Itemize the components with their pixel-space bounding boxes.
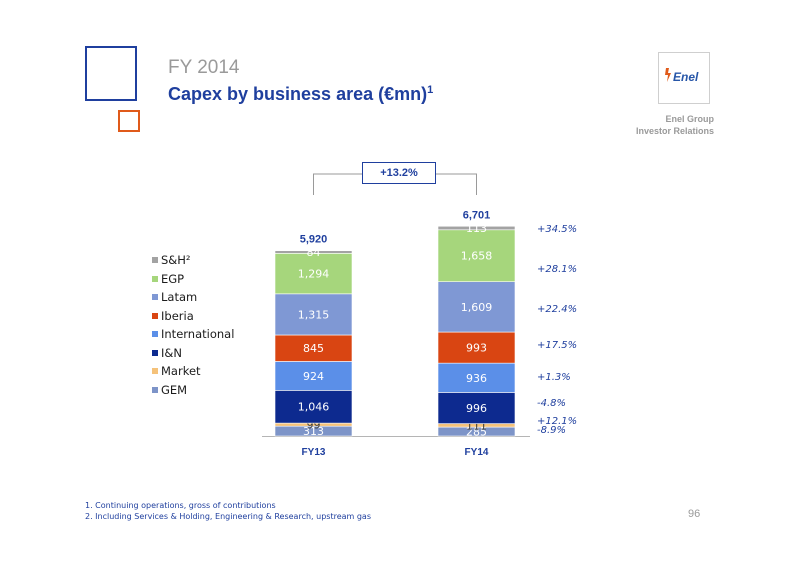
legend-item: S&H²: [152, 251, 234, 270]
legend-swatch: [152, 275, 158, 282]
page-number: 96: [688, 508, 701, 520]
legend-item: GEM: [152, 381, 234, 400]
bar-segment-fy14-5: [437, 281, 516, 333]
slide-supertitle: FY 2014: [168, 57, 240, 78]
legend-item: Market: [152, 362, 234, 381]
decorative-square-blue: [85, 46, 137, 101]
footnote-2: 2. Including Services & Holding, Enginee…: [85, 512, 371, 521]
growth-badge: +13.2%: [362, 162, 436, 184]
legend-swatch: [152, 386, 158, 393]
logo-wordmark: Enel: [673, 70, 699, 84]
legend-label: Market: [161, 364, 201, 379]
bar-value-label: 845: [303, 342, 324, 355]
bar-segment-fy14-3: [437, 362, 516, 393]
x-tick-label: FY13: [302, 447, 326, 458]
bar-segment-fy13-4: [274, 334, 353, 362]
legend-swatch: [152, 257, 158, 264]
change-label-1: +12.1%: [537, 416, 577, 427]
change-label-7: +34.5%: [537, 224, 577, 235]
company-label: Enel Group Investor Relations: [636, 113, 714, 137]
x-tick-label: FY14: [465, 447, 489, 458]
change-label-5: +22.4%: [537, 304, 577, 315]
bar-value-label: 84: [307, 246, 321, 259]
bar-total-label: 5,920: [300, 234, 328, 246]
slide-title-text: Capex by business area (€mn): [168, 84, 428, 104]
legend-label: Iberia: [161, 308, 194, 323]
legend-item: International: [152, 325, 234, 344]
company-department: Investor Relations: [635, 126, 714, 136]
legend-label: Latam: [161, 290, 198, 305]
legend-label: EGP: [161, 271, 185, 286]
bar-segment-fy13-5: [274, 293, 353, 336]
change-label-4: +17.5%: [537, 340, 577, 351]
bar-value-label: 996: [466, 402, 487, 415]
slide-title: Capex by business area (€mn)1: [168, 84, 433, 105]
chart-legend: S&H² EGP Latam Iberia International I&N Market…: [152, 251, 234, 399]
footnotes: 1. Continuing operations, gross of contr…: [85, 500, 371, 522]
bar-segment-fy13-2: [274, 390, 353, 424]
bar-value-label: 1,315: [298, 308, 330, 321]
legend-label: I&N: [161, 345, 182, 360]
legend-swatch: [152, 294, 158, 301]
change-labels: -8.9%+12.1% -4.8% +1.3% +17.5% +22.4% +28.1% +…: [537, 224, 577, 436]
bar-value-label: 113: [466, 222, 487, 235]
legend-swatch: [152, 349, 158, 356]
change-label-2: -4.8%: [537, 398, 566, 409]
bar-value-label: 1,609: [461, 301, 493, 314]
legend-item: Iberia: [152, 307, 234, 326]
legend-item: Latam: [152, 288, 234, 307]
legend-label: International: [161, 327, 235, 342]
footnote-1: 1. Continuing operations, gross of contr…: [85, 501, 276, 510]
bar-total-label: 6,701: [463, 209, 491, 221]
legend-item: EGP: [152, 270, 234, 289]
enel-logo: Enel: [658, 52, 710, 104]
bar-segment-fy13-7: [274, 250, 353, 254]
bar-value-label: 924: [303, 370, 324, 383]
legend-label: S&H²: [161, 253, 191, 268]
bar-segment-fy14-6: [437, 229, 516, 282]
bar-stacks: 313991,0469248451,3151,294845,920FY13285…: [262, 209, 530, 458]
bar-value-label: 1,294: [298, 268, 330, 281]
enel-logo-icon: [665, 68, 671, 82]
bar-segment-fy14-4: [437, 331, 516, 364]
bar-value-label: 936: [466, 372, 487, 385]
bar-value-label: 1,046: [298, 401, 330, 414]
decorative-square-orange: [118, 110, 140, 132]
bar-value-label: 313: [303, 425, 324, 438]
title-footnote-ref: 1: [427, 84, 434, 96]
legend-swatch: [152, 312, 158, 319]
bar-segment-fy14-7: [437, 225, 516, 231]
legend-label: GEM: [161, 382, 188, 397]
bar-segment-fy13-3: [274, 361, 353, 391]
change-label-3: +1.3%: [537, 372, 571, 383]
legend-item: I&N: [152, 344, 234, 363]
change-label-0: -8.9%: [537, 425, 566, 436]
company-name: Enel Group: [665, 114, 714, 124]
bar-value-label: 285: [466, 426, 487, 439]
bar-value-label: 1,658: [461, 250, 493, 263]
legend-swatch: [152, 331, 158, 338]
bar-segment-fy14-2: [437, 392, 516, 424]
bar-segment-fy13-6: [274, 253, 353, 295]
legend-swatch: [152, 368, 158, 375]
bar-value-label: 993: [466, 342, 487, 355]
change-label-6: +28.1%: [537, 264, 577, 275]
